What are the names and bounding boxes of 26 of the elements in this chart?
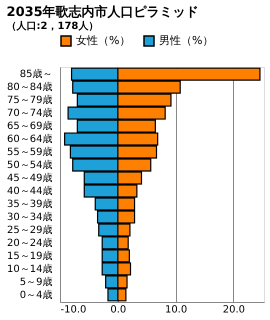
legend-label: 男性（%） bbox=[159, 34, 214, 47]
y-tick-label: 10～14歳 bbox=[7, 262, 52, 275]
y-tick-label: 40～44歳 bbox=[7, 184, 52, 197]
y-tick-label: 25～29歳 bbox=[7, 224, 52, 236]
chart-subtitle: （人口:2，178人） bbox=[6, 20, 98, 32]
y-tick-label: 30～34歳 bbox=[7, 210, 52, 223]
y-tick-label: 20～24歳 bbox=[7, 236, 52, 249]
y-tick-label: 70～74歳 bbox=[7, 107, 52, 120]
chart-title: 2035年歌志内市人口ピラミッド bbox=[6, 4, 199, 20]
y-tick-label: 0～4歳 bbox=[20, 288, 52, 301]
x-tick-label: -10.0 bbox=[60, 304, 86, 316]
y-tick-label: 50～54歳 bbox=[7, 159, 52, 172]
y-tick-label: 75～79歳 bbox=[7, 94, 52, 106]
x-tick-label: 10.0 bbox=[164, 304, 188, 316]
y-tick-label: 35～39歳 bbox=[7, 198, 52, 210]
y-tick-label: 5～9歳 bbox=[20, 276, 52, 288]
y-tick-label: 55～59歳 bbox=[7, 146, 52, 158]
y-tick-label: 45～49歳 bbox=[7, 172, 52, 184]
y-tick-label: 85歳～ bbox=[20, 68, 52, 80]
y-tick-label: 15～19歳 bbox=[7, 250, 52, 262]
x-tick-label: 0.0 bbox=[110, 304, 126, 316]
y-tick-label: 60～64歳 bbox=[7, 133, 52, 146]
y-tick-label: 80～84歳 bbox=[7, 81, 52, 94]
y-tick-label: 65～69歳 bbox=[7, 120, 52, 132]
legend-label: 女性（%） bbox=[76, 34, 130, 47]
x-tick-label: 20.0 bbox=[222, 304, 246, 316]
